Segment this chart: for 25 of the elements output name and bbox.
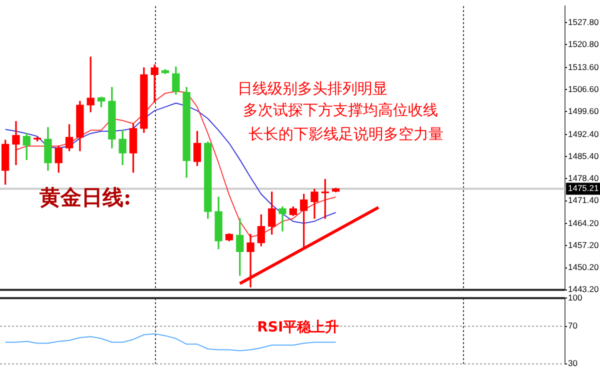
annotation: RSI平稳上升 [257, 318, 340, 336]
y-tick-label: 1443.20 [568, 284, 599, 294]
annotation: 多次试探下方支撑均高位收线 [242, 100, 438, 119]
y-tick-label: 1520.80 [568, 39, 599, 49]
y-tick-label: 1499.60 [568, 106, 599, 116]
ref-line-label: 1475.21 [568, 183, 599, 194]
y-tick-label: 1506.60 [568, 84, 599, 94]
y-tick-label: 1527.80 [568, 16, 599, 27]
candlestick [150, 64, 158, 103]
y-tick-label: 1464.20 [568, 218, 599, 228]
annotation: 日线级别多头排列明显 [237, 80, 388, 98]
y-tick-label: 1478.40 [568, 173, 599, 183]
annotation: 长长的下影线足说明多空力量 [248, 125, 444, 144]
y-tick-label: 30 [568, 358, 578, 368]
y-tick-label: 70 [568, 320, 578, 331]
y-tick-label: 1492.40 [568, 128, 599, 139]
annotation: 黄金日线: [38, 184, 132, 210]
candlestick [278, 206, 286, 232]
candlestick [12, 121, 20, 166]
y-tick-label: 1485.40 [568, 150, 599, 161]
y-tick-label: 1457.20 [568, 240, 599, 250]
y-tick-label: 1471.40 [568, 195, 599, 206]
y-tick-label: 1450.20 [568, 262, 599, 272]
y-tick-label: 100 [568, 292, 582, 302]
y-tick-label: 1513.60 [568, 62, 599, 72]
